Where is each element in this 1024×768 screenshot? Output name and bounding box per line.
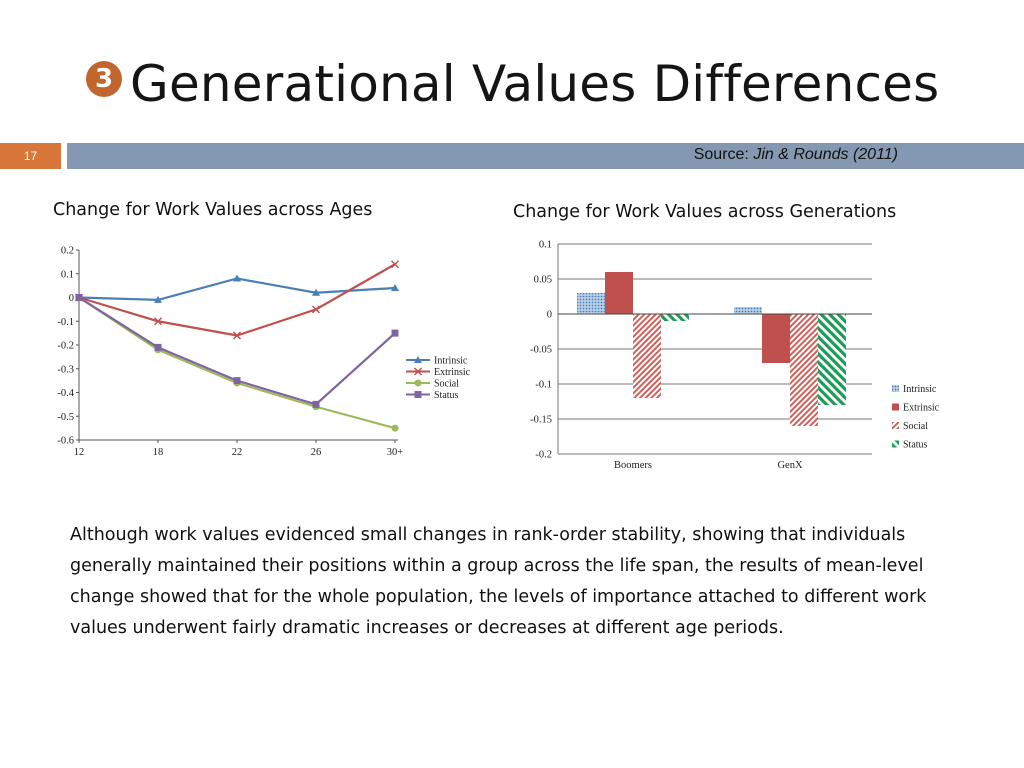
ages-chart-title: Change for Work Values across Ages <box>53 200 373 220</box>
legend-item-extrinsic: Extrinsic <box>406 367 471 378</box>
data-point-circle <box>414 379 422 387</box>
y-tick-label: -0.2 <box>535 450 552 461</box>
bar-social-genx <box>790 314 818 426</box>
ages-line-chart: 0.2 0.1 0 -0.1 -0.2 -0.3 -0.4 -0.5 -0.612 18 22 26 3… <box>57 246 471 459</box>
legend-item-intrinsic: Intrinsic <box>892 384 937 395</box>
legend-swatch <box>892 403 899 411</box>
data-point-square <box>391 329 399 337</box>
legend-swatch <box>892 422 899 429</box>
bar-intrinsic-boomers <box>577 293 605 314</box>
legend-label: Extrinsic <box>903 403 940 414</box>
data-point-x <box>413 367 423 376</box>
legend-label: Extrinsic <box>434 367 471 378</box>
y-tick-label: -0.15 <box>530 415 552 426</box>
data-point-x <box>311 305 321 314</box>
data-point-square <box>414 391 422 398</box>
x-tick-label: 22 <box>232 447 243 458</box>
legend-item-intrinsic: Intrinsic <box>406 356 468 367</box>
legend-item-status: Status <box>406 390 459 401</box>
x-tick-label: 26 <box>311 447 322 458</box>
data-point-x <box>232 331 242 340</box>
source-note: Source: Jin & Rounds (2011) <box>694 146 898 164</box>
series-line <box>78 277 396 301</box>
title-text: Generational Values Differences <box>130 55 940 113</box>
bar-status-genx <box>818 314 846 405</box>
y-tick-label: -0.2 <box>57 341 74 352</box>
data-point-square <box>312 400 320 408</box>
y-tick-label: -0.3 <box>57 364 74 375</box>
x-category-label: Boomers <box>614 460 652 471</box>
y-tick-label: 0 <box>69 293 74 304</box>
legend-item-status: Status <box>892 440 928 451</box>
y-tick-label: 0 <box>547 310 552 321</box>
source-citation: Jin & Rounds (2011) <box>753 146 898 163</box>
slide-number: 17 <box>0 143 61 169</box>
data-point-x <box>153 317 163 326</box>
data-point-circle <box>391 424 399 432</box>
bar-status-boomers <box>661 314 689 321</box>
legend-label: Status <box>434 390 459 401</box>
y-tick-label: -0.1 <box>535 380 552 391</box>
y-tick-label: -0.4 <box>57 388 74 399</box>
legend-label: Status <box>903 440 928 451</box>
series-line <box>78 296 396 406</box>
x-category-label: GenX <box>777 460 802 471</box>
bar-extrinsic-boomers <box>605 272 633 314</box>
data-point-square <box>154 343 162 351</box>
series-line <box>78 296 396 430</box>
generations-chart-title: Change for Work Values across Generation… <box>513 202 897 222</box>
y-tick-label: 0.05 <box>534 275 552 286</box>
body-paragraph: Although work values evidenced small cha… <box>70 525 927 638</box>
x-tick-label: 12 <box>74 447 85 458</box>
generations-bar-chart: 0.1 0.05 0 -0.05 -0.1 -0.15 -0.2 Boomers GenX Int… <box>530 240 940 472</box>
header-bar <box>67 143 1024 169</box>
y-tick-label: -0.1 <box>57 317 74 328</box>
source-label: Source: <box>693 146 754 163</box>
data-point-triangle <box>414 356 422 363</box>
legend-label: Social <box>903 421 928 432</box>
series-status <box>75 294 399 408</box>
data-point-triangle <box>312 288 320 296</box>
y-tick-label: -0.05 <box>530 345 552 356</box>
number-badge-icon: 3 <box>86 61 122 97</box>
x-tick-label: 30+ <box>387 447 404 458</box>
legend-label: Intrinsic <box>903 384 937 395</box>
data-point-square <box>233 377 241 385</box>
data-point-triangle <box>233 274 241 282</box>
series-social <box>75 294 399 432</box>
legend-item-social: Social <box>892 421 928 432</box>
data-point-x <box>390 260 400 269</box>
data-point-triangle <box>154 295 162 303</box>
y-tick-label: 0.1 <box>539 240 552 251</box>
bar-extrinsic-genx <box>762 314 790 363</box>
legend-label: Social <box>434 379 459 390</box>
y-tick-label: -0.6 <box>57 436 74 447</box>
bar-intrinsic-genx <box>734 307 762 314</box>
y-tick-label: 0.1 <box>61 269 74 280</box>
x-tick-label: 18 <box>153 447 164 458</box>
data-point-triangle <box>391 284 399 291</box>
legend-swatch <box>892 440 899 448</box>
bar-social-boomers <box>633 314 661 398</box>
legend-label: Intrinsic <box>434 356 468 367</box>
y-tick-label: 0.2 <box>61 246 74 257</box>
legend-item-extrinsic: Extrinsic <box>892 403 940 414</box>
legend-swatch <box>892 385 899 392</box>
slide-title: 3 Generational Values Differences <box>86 48 939 120</box>
legend-item-social: Social <box>406 379 459 390</box>
data-point-square <box>75 294 83 301</box>
y-tick-label: -0.5 <box>57 412 74 423</box>
